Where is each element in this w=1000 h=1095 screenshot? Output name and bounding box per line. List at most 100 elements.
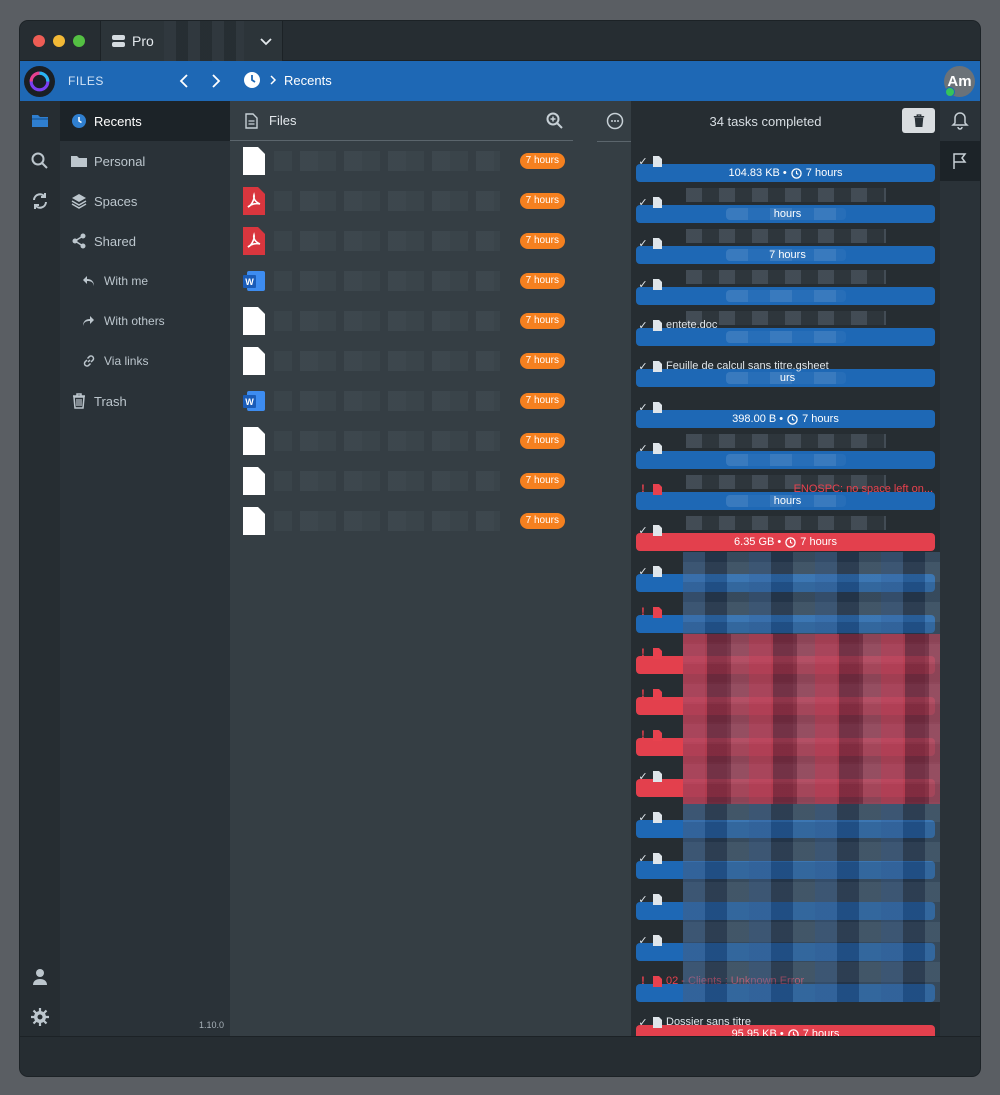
check-icon: ✓	[638, 811, 648, 824]
titlebar: Pro	[20, 21, 980, 61]
user-icon[interactable]	[30, 967, 50, 987]
check-icon: ✓	[638, 196, 648, 209]
redacted-task-name	[686, 229, 886, 243]
file-icon	[653, 237, 662, 249]
chat-column	[597, 101, 631, 1036]
file-icon	[653, 360, 662, 372]
account-tab[interactable]: Pro	[100, 21, 283, 61]
clear-tasks-button[interactable]	[902, 108, 935, 133]
file-row[interactable]: 7 hours	[230, 141, 573, 181]
tasks-toggle-button[interactable]	[940, 141, 980, 181]
file-icon	[653, 852, 662, 864]
user-avatar[interactable]: Am	[944, 66, 975, 97]
file-icon	[653, 975, 662, 987]
sidebar-item-with-me[interactable]: With me	[60, 261, 230, 301]
file-icon	[653, 647, 662, 659]
account-details-redacted	[163, 21, 244, 61]
file-icon	[243, 507, 265, 535]
svg-text:W: W	[245, 397, 254, 407]
settings-gear-icon[interactable]	[30, 1007, 50, 1027]
error-mark-icon: !	[641, 483, 645, 495]
file-icon	[653, 196, 662, 208]
task-label: ✓	[637, 932, 933, 948]
task-name: entete.doc	[666, 319, 718, 331]
online-status-dot	[945, 87, 955, 97]
sidebar-item-trash[interactable]: Trash	[60, 381, 230, 421]
task-progress-bar: 95.95 KB • 7 hours	[636, 1025, 935, 1036]
document-icon	[245, 112, 258, 129]
bell-icon[interactable]	[950, 111, 970, 131]
file-row[interactable]: 7 hours	[230, 341, 573, 381]
file-row[interactable]: 7 hours	[230, 421, 573, 461]
app-logo[interactable]	[24, 66, 55, 97]
maximize-window-button[interactable]	[73, 35, 85, 47]
file-icon	[243, 347, 265, 375]
file-row[interactable]: 7 hours	[230, 501, 573, 541]
task-progress-bar	[636, 451, 935, 469]
minimize-window-button[interactable]	[53, 35, 65, 47]
task-label: !	[637, 727, 933, 743]
error-mark-icon: !	[641, 647, 645, 659]
sidebar-item-shared[interactable]: Shared	[60, 221, 230, 261]
task-time: 7 hours	[800, 536, 837, 548]
error-mark-icon: !	[641, 688, 645, 700]
task-progress-bar: 7 hours	[636, 246, 935, 264]
breadcrumb-current[interactable]: Recents	[284, 72, 332, 88]
task-progress-bar: 398.00 B • 7 hours	[636, 410, 935, 428]
share-icon	[70, 233, 87, 250]
file-name-redacted	[274, 271, 500, 291]
task-progress-bar: 6.35 GB • 7 hours	[636, 533, 935, 551]
sidebar-item-with-others[interactable]: With others	[60, 301, 230, 341]
sync-icon[interactable]	[30, 191, 50, 211]
file-row[interactable]: 7 hours	[230, 461, 573, 501]
close-window-button[interactable]	[33, 35, 45, 47]
word-file-icon: W	[243, 387, 265, 415]
file-icon	[653, 1016, 662, 1028]
clock-icon	[787, 413, 798, 425]
file-row[interactable]: 7 hours	[230, 181, 573, 221]
sidebar-item-label: Shared	[94, 233, 136, 249]
redacted-size	[726, 208, 846, 220]
task-label: ! ENOSPC: no space left on...	[637, 481, 933, 497]
file-row[interactable]: W 7 hours	[230, 261, 573, 301]
files-icon[interactable]	[30, 111, 50, 131]
folder-icon	[70, 153, 87, 170]
avatar-initials: Am	[947, 73, 972, 90]
chevron-down-icon[interactable]	[258, 33, 274, 49]
file-icon	[653, 278, 662, 290]
zoom-search-icon[interactable]	[545, 111, 565, 131]
file-row[interactable]: 7 hours	[230, 221, 573, 261]
word-file-icon: W	[243, 267, 265, 295]
clock-icon	[70, 113, 87, 130]
file-row[interactable]: 7 hours	[230, 301, 573, 341]
file-name-redacted	[274, 391, 500, 411]
file-icon	[653, 483, 662, 495]
sidebar-item-spaces[interactable]: Spaces	[60, 181, 230, 221]
error-mark-icon: !	[641, 729, 645, 741]
section-label: FILES	[68, 74, 104, 88]
clock-icon	[244, 72, 260, 88]
file-age-badge: 7 hours	[519, 153, 565, 169]
app-version: 1.10.0	[198, 1020, 224, 1030]
search-icon[interactable]	[30, 151, 50, 171]
files-header: Files	[230, 101, 573, 141]
sidebar-item-recents[interactable]: Recents	[60, 101, 230, 141]
chat-bubble-icon[interactable]	[606, 112, 624, 130]
sidebar-item-personal[interactable]: Personal	[60, 141, 230, 181]
trash-icon	[70, 393, 87, 410]
task-name: Dossier sans titre	[666, 1016, 751, 1028]
file-name-redacted	[274, 151, 500, 171]
task-label: ✓	[637, 399, 933, 415]
sidebar-item-label: Trash	[94, 393, 127, 409]
back-arrow-icon[interactable]	[175, 71, 195, 91]
files-panel: Files 7 hours 7 hours 7 hours W 7 hours 7 hou…	[230, 101, 597, 1036]
sidebar-item-via-links[interactable]: Via links	[60, 341, 230, 381]
task-label: !	[637, 686, 933, 702]
task-size: 6.35 GB •	[734, 536, 782, 548]
task-progress-bar	[636, 328, 935, 346]
file-age-badge: 7 hours	[519, 393, 565, 409]
forward-arrow-icon[interactable]	[205, 71, 225, 91]
file-name-redacted	[274, 431, 500, 451]
file-row[interactable]: W 7 hours	[230, 381, 573, 421]
task-progress-bar: 104.83 KB • 7 hours	[636, 164, 935, 182]
